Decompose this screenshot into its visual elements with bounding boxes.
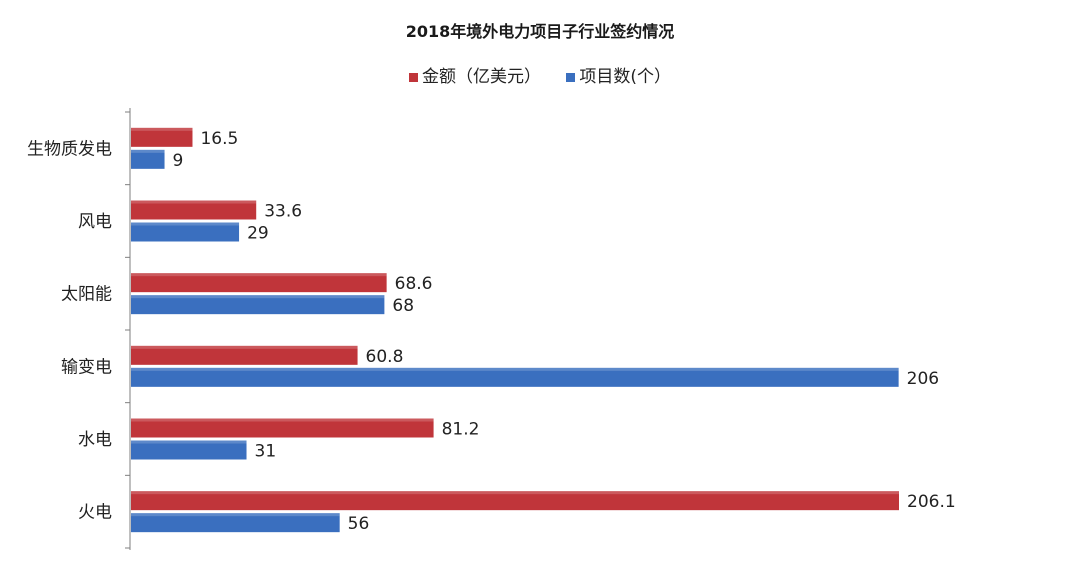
bar-highlight xyxy=(131,513,340,517)
bar-highlight xyxy=(131,222,240,226)
bar-highlight xyxy=(131,295,385,299)
bar-count xyxy=(131,149,165,169)
legend-item-count: 项目数(个） xyxy=(566,62,671,87)
bar-count xyxy=(131,222,240,242)
data-label: 206 xyxy=(907,369,939,389)
category-label: 太阳能 xyxy=(61,285,112,305)
data-label: 60.8 xyxy=(366,347,404,367)
bar-amount xyxy=(131,345,358,365)
bar-highlight xyxy=(131,200,257,204)
bar-count xyxy=(131,513,340,533)
category-label: 风电 xyxy=(78,212,112,232)
legend-label-amount: 金额（亿美元） xyxy=(421,67,541,87)
legend-swatch-count xyxy=(566,72,576,82)
data-label: 56 xyxy=(348,514,370,534)
bar-highlight xyxy=(131,367,899,371)
category-label: 输变电 xyxy=(61,357,112,377)
bar-highlight xyxy=(131,273,387,277)
data-label: 68.6 xyxy=(395,274,433,294)
chart-legend: 金额（亿美元） 项目数(个） xyxy=(0,62,1080,87)
bar-count xyxy=(131,367,899,387)
legend-swatch-amount xyxy=(408,72,418,82)
data-label: 16.5 xyxy=(200,129,238,149)
data-label: 31 xyxy=(255,442,277,462)
data-label: 29 xyxy=(247,224,269,244)
bar-amount xyxy=(131,127,193,147)
legend-label-count: 项目数(个） xyxy=(579,67,672,87)
bar-highlight xyxy=(131,345,358,349)
bar-highlight xyxy=(131,418,434,422)
bar-amount xyxy=(131,491,899,511)
bar-amount xyxy=(131,200,257,220)
category-label: 生物质发电 xyxy=(27,139,112,159)
legend-item-amount: 金额（亿美元） xyxy=(408,62,541,87)
data-label: 81.2 xyxy=(442,420,480,440)
bar-highlight xyxy=(131,127,193,131)
category-label: 水电 xyxy=(78,430,112,450)
data-label: 33.6 xyxy=(264,202,302,222)
bar-highlight xyxy=(131,491,899,495)
data-label: 206.1 xyxy=(907,492,956,512)
bar-count xyxy=(131,295,385,315)
data-label: 9 xyxy=(173,151,184,171)
chart-title: 2018年境外电力项目子行业签约情况 xyxy=(405,22,675,41)
category-label: 火电 xyxy=(78,503,112,523)
bar-highlight xyxy=(131,149,165,153)
bar-highlight xyxy=(131,440,247,444)
bar-count xyxy=(131,440,247,460)
bar-amount xyxy=(131,418,434,438)
bar-amount xyxy=(131,273,387,293)
data-label: 68 xyxy=(392,296,414,316)
